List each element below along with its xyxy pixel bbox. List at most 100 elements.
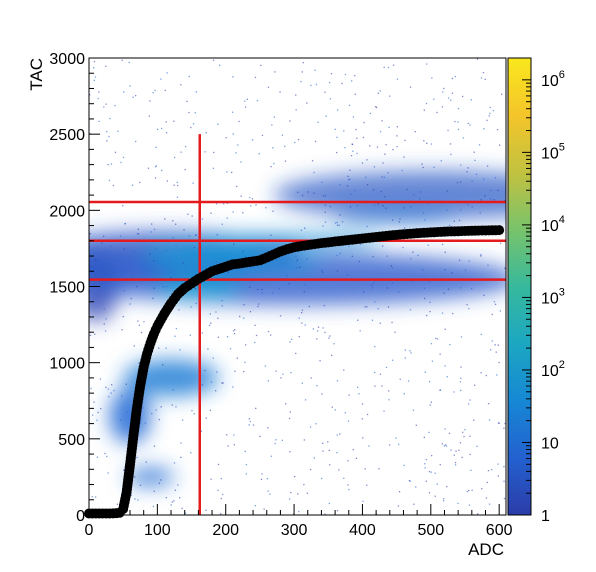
- density-speck: [148, 115, 150, 117]
- density-speck: [172, 389, 174, 391]
- density-speck: [106, 455, 108, 458]
- y-tick-label: 2500: [49, 127, 85, 144]
- density-speck: [436, 111, 438, 114]
- density-speck: [328, 449, 330, 451]
- density-speck: [170, 504, 172, 506]
- density-speck: [274, 71, 276, 73]
- density-speck: [329, 464, 331, 466]
- density-speck: [384, 153, 386, 155]
- density-speck: [234, 329, 236, 331]
- density-speck: [240, 161, 242, 163]
- density-speck: [453, 220, 455, 222]
- y-tick-label: 2000: [49, 203, 85, 220]
- density-speck: [97, 411, 99, 414]
- density-speck: [415, 486, 417, 488]
- density-speck: [244, 361, 246, 363]
- density-speck: [484, 195, 486, 197]
- density-speck: [462, 137, 465, 139]
- density-speck: [413, 503, 415, 505]
- density-speck: [122, 205, 124, 207]
- density-speck: [303, 290, 305, 293]
- density-speck: [180, 84, 182, 86]
- density-speck: [331, 406, 333, 408]
- density-speck: [316, 338, 318, 340]
- density-speck: [175, 245, 177, 247]
- density-speck: [147, 167, 150, 169]
- density-speck: [184, 512, 187, 514]
- density-speck: [503, 427, 505, 429]
- density-speck: [490, 198, 492, 200]
- density-speck: [329, 81, 331, 84]
- density-speck: [104, 330, 107, 332]
- density-speck: [444, 365, 446, 367]
- density-speck: [373, 281, 375, 284]
- density-speck: [458, 259, 461, 261]
- density-speck: [270, 455, 272, 457]
- density-speck: [409, 86, 412, 88]
- density-speck: [166, 180, 168, 182]
- density-speck: [248, 418, 250, 420]
- density-speck: [353, 189, 356, 192]
- density-speck: [158, 418, 160, 421]
- density-speck: [108, 179, 111, 182]
- density-speck: [267, 86, 270, 88]
- density-speck: [433, 166, 435, 168]
- density-speck: [483, 128, 485, 130]
- density-speck: [456, 181, 459, 184]
- density-speck: [373, 204, 376, 206]
- density-speck: [309, 426, 312, 428]
- density-speck: [390, 265, 392, 267]
- density-speck: [468, 489, 470, 492]
- density-speck: [321, 181, 323, 183]
- density-speck: [352, 150, 354, 152]
- density-speck: [410, 206, 412, 208]
- density-speck: [110, 163, 113, 165]
- density-speck: [220, 513, 222, 515]
- density-speck: [222, 493, 224, 496]
- density-speck: [464, 269, 467, 271]
- density-speck: [486, 119, 488, 121]
- density-speck: [424, 371, 426, 373]
- density-speck: [322, 442, 324, 444]
- density-speck: [95, 496, 97, 498]
- density-speck: [428, 492, 431, 494]
- density-speck: [135, 95, 137, 97]
- density-speck: [491, 469, 493, 471]
- density-speck: [314, 69, 316, 71]
- density-speck: [470, 469, 472, 471]
- density-speck: [153, 287, 155, 289]
- density-speck: [250, 266, 252, 268]
- density-speck: [153, 445, 156, 447]
- density-speck: [347, 460, 349, 462]
- density-speck: [454, 75, 456, 78]
- density-speck: [124, 222, 127, 225]
- density-speck: [160, 479, 162, 481]
- density-speck: [143, 321, 145, 323]
- density-speck: [175, 327, 177, 330]
- density-speck: [317, 326, 320, 328]
- density-speck: [122, 316, 124, 318]
- density-speck: [162, 364, 164, 366]
- density-speck: [139, 181, 141, 184]
- density-speck: [328, 337, 330, 339]
- density-speck: [304, 284, 306, 286]
- density-speck: [441, 243, 444, 246]
- density-speck: [359, 330, 361, 332]
- density-speck: [491, 340, 493, 342]
- density-speck: [243, 317, 245, 319]
- density-speck: [307, 191, 309, 193]
- density-speck: [423, 436, 425, 439]
- density-speck: [221, 300, 223, 302]
- density-speck: [93, 401, 95, 403]
- density-speck: [428, 281, 431, 283]
- density-speck: [366, 413, 369, 416]
- density-speck: [209, 313, 211, 315]
- density-speck: [270, 334, 272, 336]
- density-speck: [227, 445, 229, 447]
- density-speck: [356, 152, 358, 155]
- density-speck: [476, 58, 479, 60]
- density-speck: [217, 489, 219, 492]
- density-speck: [398, 491, 401, 493]
- density-speck: [403, 227, 406, 229]
- density-speck: [413, 194, 415, 196]
